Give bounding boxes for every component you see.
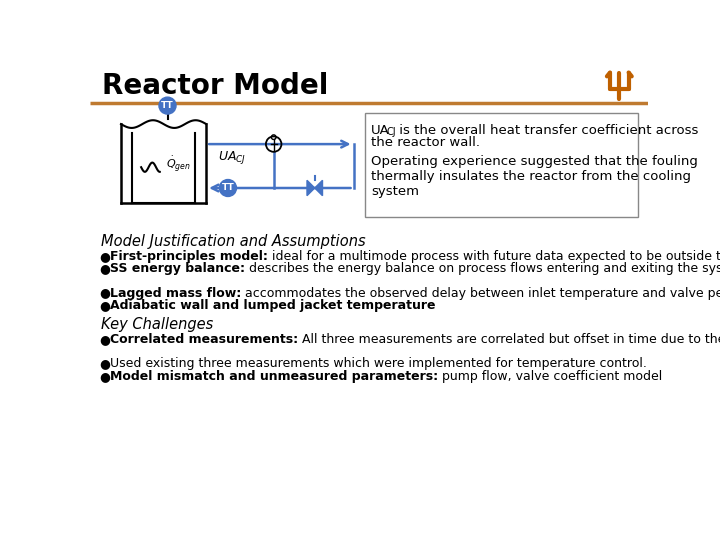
Text: Key Challenges: Key Challenges [101,318,213,332]
Text: UA: UA [372,124,390,137]
Text: $\dot{Q}_{gen}$: $\dot{Q}_{gen}$ [166,154,191,174]
Text: Adiabatic wall and lumped jacket temperature: Adiabatic wall and lumped jacket tempera… [110,299,436,312]
FancyBboxPatch shape [365,113,638,217]
Text: pump flow, valve coefficient model: pump flow, valve coefficient model [438,370,662,383]
Text: ●: ● [99,249,110,262]
Text: Lagged mass flow:: Lagged mass flow: [110,287,241,300]
Text: describes the energy balance on process flows entering and exiting the system.  : describes the energy balance on process … [245,262,720,275]
Text: ●: ● [99,357,110,370]
Circle shape [220,179,236,197]
Text: ideal for a multimode process with future data expected to be outside training s: ideal for a multimode process with futur… [268,249,720,262]
Text: ●: ● [99,299,110,312]
Text: ●: ● [99,262,110,275]
Text: Model Justification and Assumptions: Model Justification and Assumptions [101,234,366,249]
Text: CJ: CJ [386,127,396,137]
Text: $UA_{CJ}$: $UA_{CJ}$ [218,148,246,166]
Text: TT: TT [161,101,174,110]
Text: ●: ● [99,287,110,300]
Text: Operating experience suggested that the fouling
thermally insulates the reactor : Operating experience suggested that the … [372,155,698,198]
Text: ●: ● [99,370,110,383]
Text: accommodates the observed delay between inlet temperature and valve percent trav: accommodates the observed delay between … [241,287,720,300]
Text: Reactor Model: Reactor Model [102,72,329,100]
Text: TT: TT [222,184,234,192]
Text: the reactor wall.: the reactor wall. [372,137,480,150]
Polygon shape [307,180,315,195]
Text: Model mismatch and unmeasured parameters:: Model mismatch and unmeasured parameters… [110,370,438,383]
Text: All three measurements are correlated but offset in time due to the system dynam: All three measurements are correlated bu… [298,333,720,346]
Text: is the overall heat transfer coefficient across: is the overall heat transfer coefficient… [395,124,698,137]
Circle shape [159,97,176,114]
Text: Used existing three measurements which were implemented for temperature control.: Used existing three measurements which w… [110,357,647,370]
Text: ●: ● [99,333,110,346]
Polygon shape [315,180,323,195]
Text: SS energy balance:: SS energy balance: [110,262,245,275]
Text: First-principles model:: First-principles model: [110,249,268,262]
Text: Correlated measurements:: Correlated measurements: [110,333,298,346]
